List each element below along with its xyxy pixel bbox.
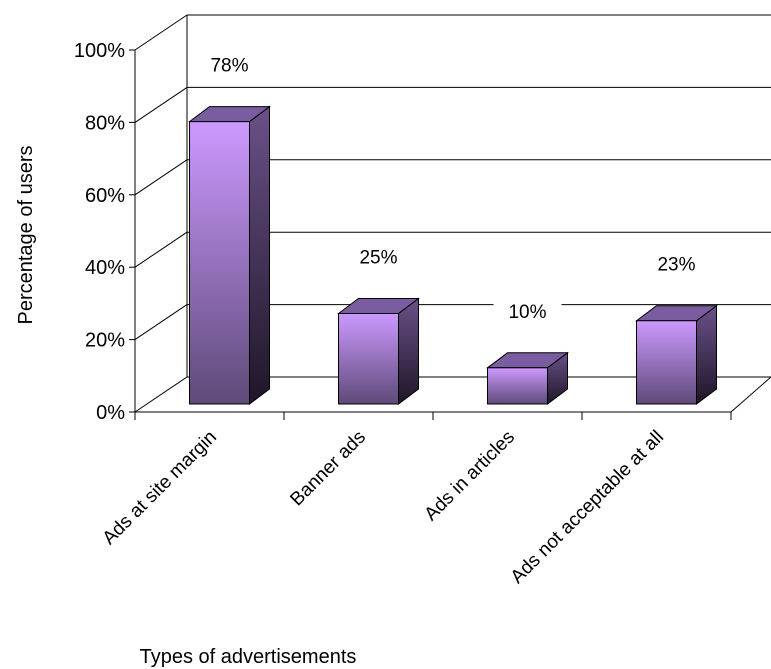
category-label: Ads in articles (421, 427, 519, 525)
data-label-bg (493, 297, 562, 326)
axes: 0% 20% 40% 60% 80% 100% (74, 40, 732, 424)
bar (188, 105, 271, 405)
gridlines (134, 14, 771, 413)
data-label: 25% (359, 248, 397, 269)
bar (635, 304, 718, 405)
bar-side (696, 304, 717, 405)
gridline-side (134, 14, 188, 51)
bar-side (249, 105, 270, 405)
floor-right-edge (730, 376, 771, 413)
x-axis-title: Types of advertisements (140, 646, 357, 668)
data-label: 23% (657, 255, 695, 276)
data-label: 78% (210, 56, 248, 77)
y-tick-label: 100% (74, 40, 125, 62)
y-tick-label: 60% (85, 185, 125, 207)
gridline-side (134, 376, 188, 413)
data-label-bg (195, 51, 264, 80)
y-tick-label: 20% (85, 330, 125, 352)
bars (188, 105, 718, 405)
category-label: Ads at site margin (99, 427, 221, 549)
gridline-side (134, 86, 188, 123)
bar-front (338, 313, 399, 405)
data-label-bg (642, 250, 711, 279)
category-label: Banner ads (286, 427, 370, 511)
y-tick-label: 0% (96, 402, 125, 424)
bar-front (487, 367, 548, 405)
gridline-side (134, 231, 188, 268)
bar-front (636, 320, 697, 405)
gridline-side (134, 159, 188, 196)
bar-side (398, 297, 419, 405)
bar (486, 351, 569, 405)
bar (337, 297, 420, 405)
gridline-side (134, 304, 188, 341)
data-label: 10% (508, 302, 546, 323)
bar-front (189, 121, 250, 405)
data-label-bg (344, 243, 413, 272)
category-label: Ads not acceptable at all (507, 427, 668, 588)
y-tick-label: 80% (85, 112, 125, 134)
y-axis-title: Percentage of users (15, 146, 37, 325)
y-tick-label: 40% (85, 257, 125, 279)
